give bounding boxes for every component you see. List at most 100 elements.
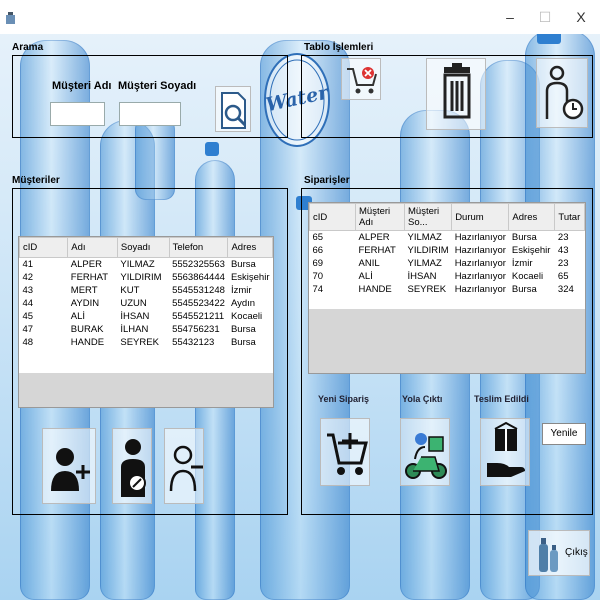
cell: 66 (312, 245, 324, 256)
col-header[interactable]: Müşteri Adı (355, 203, 405, 231)
cell: 48 (22, 337, 34, 348)
title-bar: – ☐ X (0, 0, 600, 34)
maximize-button[interactable]: ☐ (538, 9, 552, 25)
table-ops-group (301, 55, 593, 138)
cell: AYDIN (70, 298, 100, 309)
minimize-button[interactable]: – (506, 9, 514, 25)
table-row[interactable]: 48 HANDE SEYREK 55432123 Bursa (20, 336, 273, 349)
cell: İHSAN (120, 311, 150, 322)
cell: İzmir (511, 258, 533, 269)
table-row[interactable]: 70 ALİ İHSAN Hazırlanıyor Kocaeli 65 (310, 270, 585, 283)
table-row[interactable]: 47 BURAK İLHAN 554756231 Bursa (20, 323, 273, 336)
cell: 44 (22, 298, 34, 309)
cell: Hazırlanıyor (454, 232, 506, 243)
cell: FERHAT (70, 272, 109, 283)
cell: Eskişehir (511, 245, 551, 256)
cell: 41 (22, 259, 34, 270)
cell: Bursa (230, 259, 256, 270)
cell: 554756231 (172, 324, 220, 335)
customers-table[interactable]: cID Adı Soyadı Telefon Adres 41 ALPER YILM… (18, 236, 274, 408)
last-name-input[interactable] (119, 102, 181, 126)
orders-table[interactable]: cID Müşteri Adı Müşteri So... Durum Adre… (308, 202, 586, 374)
cell: Bursa (511, 284, 537, 295)
table-row[interactable]: 45 ALİ İHSAN 5545521211 Kocaeli (20, 310, 273, 323)
table-row[interactable]: 69 ANIL YILMAZ Hazırlanıyor İzmir 23 (310, 257, 585, 270)
cell: FERHAT (358, 245, 396, 256)
app-icon (6, 12, 16, 24)
search-group-title: Arama (12, 42, 44, 53)
cell: Eskişehir (230, 272, 270, 283)
water-logo: Water (262, 50, 332, 150)
search-button[interactable] (215, 86, 251, 132)
orders-title: Siparişler (304, 175, 350, 186)
cell: YILDIRIM (120, 272, 162, 283)
exit-button[interactable]: Çıkış (528, 530, 590, 576)
cell: YILMAZ (120, 259, 155, 270)
cell: 23 (557, 258, 569, 269)
table-row[interactable]: 44 AYDIN UZUN 5545523422 Aydın (20, 297, 273, 310)
table-row[interactable]: 43 MERT KUT 5545531248 İzmir (20, 284, 273, 297)
delivered-button[interactable] (480, 418, 530, 486)
delivered-label: Teslim Edildi (474, 394, 529, 404)
cell: 5552325563 (172, 259, 225, 270)
table-row[interactable]: 41 ALPER YILMAZ 5552325563 Bursa (20, 258, 273, 272)
table-row[interactable]: 42 FERHAT YILDIRIM 5563864444 Eskişehir (20, 271, 273, 284)
cell: Bursa (511, 232, 537, 243)
cell: İzmir (230, 285, 252, 296)
edit-customer-button[interactable] (112, 428, 152, 504)
customers-group (12, 188, 288, 515)
col-header[interactable]: Adres (227, 237, 273, 258)
cell: 5545531248 (172, 285, 225, 296)
cell: 47 (22, 324, 34, 335)
new-order-button[interactable] (320, 418, 370, 486)
cell: YILMAZ (407, 258, 442, 269)
col-header[interactable]: Telefon (168, 237, 229, 258)
cell: 43 (22, 285, 34, 296)
cell: YILMAZ (407, 232, 442, 243)
cell: 65 (557, 271, 569, 282)
col-header[interactable]: cID (309, 203, 356, 231)
col-header[interactable]: Müşteri So... (403, 203, 453, 231)
customer-history-button[interactable] (536, 58, 588, 128)
cell: 5545523422 (172, 298, 225, 309)
close-button[interactable]: X (576, 9, 586, 25)
add-customer-button[interactable] (42, 428, 96, 504)
cancel-order-button[interactable] (341, 58, 381, 100)
cell: Hazırlanıyor (454, 258, 506, 269)
add-user-icon (51, 448, 90, 491)
cell: 42 (22, 272, 34, 283)
on-the-way-button[interactable] (400, 418, 450, 486)
cell: HANDE (70, 337, 105, 348)
col-header[interactable]: Adı (67, 237, 118, 258)
cell: KUT (120, 285, 140, 296)
delivery-scooter-icon (405, 433, 447, 479)
cell: 23 (557, 232, 569, 243)
table-row[interactable]: 65 ALPER YILMAZ Hazırlanıyor Bursa 23 (310, 231, 585, 245)
cell: ALPER (70, 259, 102, 270)
last-name-label: Müşteri Soyadı (118, 80, 197, 92)
customers-header-row: cID Adı Soyadı Telefon Adres (19, 237, 273, 258)
cell: Bursa (230, 324, 256, 335)
col-header[interactable]: Tutar (554, 203, 585, 231)
cell: SEYREK (407, 284, 447, 295)
orders-header-row: cID Müşteri Adı Müşteri So... Durum Adre… (309, 203, 585, 231)
exit-label: Çıkış (565, 547, 588, 558)
table-row[interactable]: 66 FERHAT YILDIRIM Hazırlanıyor Eskişehir 43 (310, 244, 585, 257)
cell: HANDE (358, 284, 392, 295)
col-header[interactable]: Adres (508, 203, 556, 231)
col-header[interactable]: Durum (451, 203, 510, 231)
first-name-input[interactable] (50, 102, 105, 126)
col-header[interactable]: Soyadı (116, 237, 170, 258)
cart-add-icon (327, 433, 368, 475)
cell: 45 (22, 311, 34, 322)
delete-customer-button[interactable] (164, 428, 204, 504)
cell: Kocaeli (511, 271, 544, 282)
cell: MERT (70, 285, 98, 296)
col-header[interactable]: cID (19, 237, 69, 258)
delete-button[interactable] (426, 58, 486, 130)
refresh-button[interactable]: Yenile (542, 423, 586, 445)
table-ops-title: Tablo İşlemleri (304, 42, 374, 53)
table-row[interactable]: 74 HANDE SEYREK Hazırlanıyor Bursa 324 (310, 283, 585, 296)
table-empty-area (19, 373, 273, 407)
